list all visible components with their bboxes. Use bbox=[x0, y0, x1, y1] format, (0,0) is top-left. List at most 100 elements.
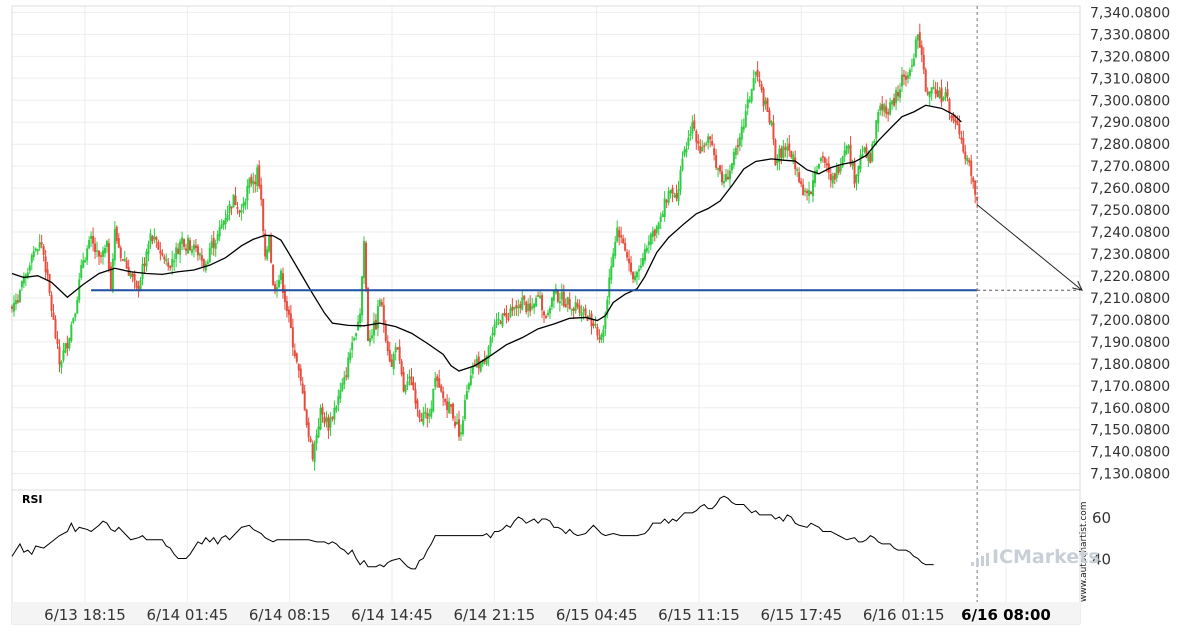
y-tick-label: 7,210.0800 bbox=[1090, 291, 1170, 307]
candle-body bbox=[386, 340, 389, 352]
candle-body bbox=[266, 249, 269, 259]
candle-body bbox=[222, 220, 225, 226]
candle-body bbox=[246, 185, 249, 201]
candle-body bbox=[760, 83, 763, 90]
candle-body bbox=[546, 312, 549, 316]
candle-body bbox=[62, 350, 65, 361]
candle-body bbox=[810, 191, 813, 195]
candle-body bbox=[461, 420, 464, 435]
candle-body bbox=[121, 259, 124, 261]
candle-body bbox=[505, 313, 508, 318]
candle-body bbox=[958, 124, 961, 135]
candle-body bbox=[485, 355, 488, 365]
candle-body bbox=[821, 156, 824, 158]
candle-body bbox=[762, 88, 765, 107]
y-tick-label: 7,240.0800 bbox=[1090, 225, 1170, 241]
candle-body bbox=[187, 237, 190, 254]
candle-body bbox=[457, 419, 460, 437]
candle-body bbox=[278, 280, 280, 288]
candle-body bbox=[103, 247, 106, 254]
candle-body bbox=[234, 195, 237, 206]
candle-body bbox=[406, 381, 409, 385]
candle-body bbox=[885, 106, 888, 114]
candle-body bbox=[606, 299, 609, 315]
moving-average bbox=[11, 104, 962, 372]
candle-body bbox=[123, 258, 126, 261]
candle-body bbox=[416, 400, 419, 409]
logo-bar bbox=[981, 556, 984, 566]
candle-body bbox=[709, 136, 712, 140]
candle-body bbox=[634, 275, 636, 281]
candle-body bbox=[18, 290, 21, 303]
candle-body bbox=[101, 250, 104, 257]
y-tick-label: 7,170.0800 bbox=[1090, 379, 1170, 395]
candle-body bbox=[665, 200, 668, 203]
candle-body bbox=[523, 295, 526, 300]
candle-body bbox=[274, 284, 277, 290]
candle-body bbox=[691, 122, 694, 134]
candle-body bbox=[776, 159, 779, 164]
candle-body bbox=[105, 241, 108, 247]
candle-body bbox=[11, 306, 13, 309]
candle-body bbox=[626, 252, 629, 258]
candle-body bbox=[159, 250, 162, 254]
candle-body bbox=[319, 408, 322, 430]
candle-body bbox=[422, 412, 425, 425]
candle-body bbox=[70, 324, 73, 341]
candle-body bbox=[295, 353, 298, 362]
candle-body bbox=[382, 305, 385, 325]
candle-body bbox=[493, 324, 496, 335]
y-tick-label: 7,300.0800 bbox=[1090, 93, 1170, 109]
candle-body bbox=[190, 249, 193, 253]
candle-body bbox=[754, 71, 757, 76]
source-watermark: www.autochartist.com bbox=[1079, 501, 1089, 602]
candle-body bbox=[552, 290, 555, 301]
candle-body bbox=[372, 321, 375, 336]
candle-body bbox=[774, 139, 777, 166]
candle-body bbox=[513, 306, 516, 310]
ma-line bbox=[11, 104, 962, 372]
candle-body bbox=[36, 248, 39, 252]
candle-body bbox=[687, 137, 690, 146]
candle-body bbox=[643, 249, 646, 261]
logo-bar bbox=[976, 559, 979, 566]
candle-body bbox=[244, 201, 247, 206]
candle-body bbox=[82, 260, 85, 268]
candle-body bbox=[681, 158, 684, 171]
candle-body bbox=[92, 236, 95, 244]
candle-body bbox=[673, 194, 676, 198]
candle-body bbox=[910, 65, 913, 67]
candle-body bbox=[481, 359, 484, 365]
x-tick-label: 6/14 08:15 bbox=[249, 606, 331, 624]
y-tick-label: 7,270.0800 bbox=[1090, 159, 1170, 175]
candle-body bbox=[728, 170, 731, 180]
candle-body bbox=[147, 243, 150, 255]
candle-body bbox=[299, 368, 302, 381]
candle-body bbox=[707, 136, 710, 144]
candle-body bbox=[655, 226, 658, 234]
y-tick-label: 7,220.0800 bbox=[1090, 269, 1170, 285]
candle-body bbox=[402, 371, 405, 392]
candle-body bbox=[109, 266, 112, 290]
candle-body bbox=[137, 286, 140, 290]
candle-body bbox=[301, 383, 304, 393]
candle-body bbox=[165, 259, 168, 262]
candle-body bbox=[283, 290, 286, 303]
candle-body bbox=[908, 69, 911, 76]
candle-body bbox=[564, 304, 567, 308]
candle-body bbox=[129, 273, 132, 278]
candle-body bbox=[948, 98, 951, 113]
rsi-line bbox=[11, 495, 934, 570]
candle-body bbox=[889, 102, 892, 115]
candle-body bbox=[42, 246, 45, 255]
candle-body bbox=[515, 305, 518, 309]
brand-watermark: ICMarkets bbox=[992, 546, 1100, 568]
candle-body bbox=[719, 165, 722, 172]
grid bbox=[12, 6, 1080, 602]
candle-body bbox=[418, 410, 421, 418]
candle-body bbox=[454, 421, 457, 427]
candle-body bbox=[256, 167, 259, 186]
y-tick-label: 7,340.0800 bbox=[1090, 5, 1170, 21]
axes: 7,340.0800 7,330.0800 7,320.0800 7,310.0800… bbox=[44, 5, 1170, 624]
x-tick-label: 6/15 04:45 bbox=[556, 606, 638, 624]
